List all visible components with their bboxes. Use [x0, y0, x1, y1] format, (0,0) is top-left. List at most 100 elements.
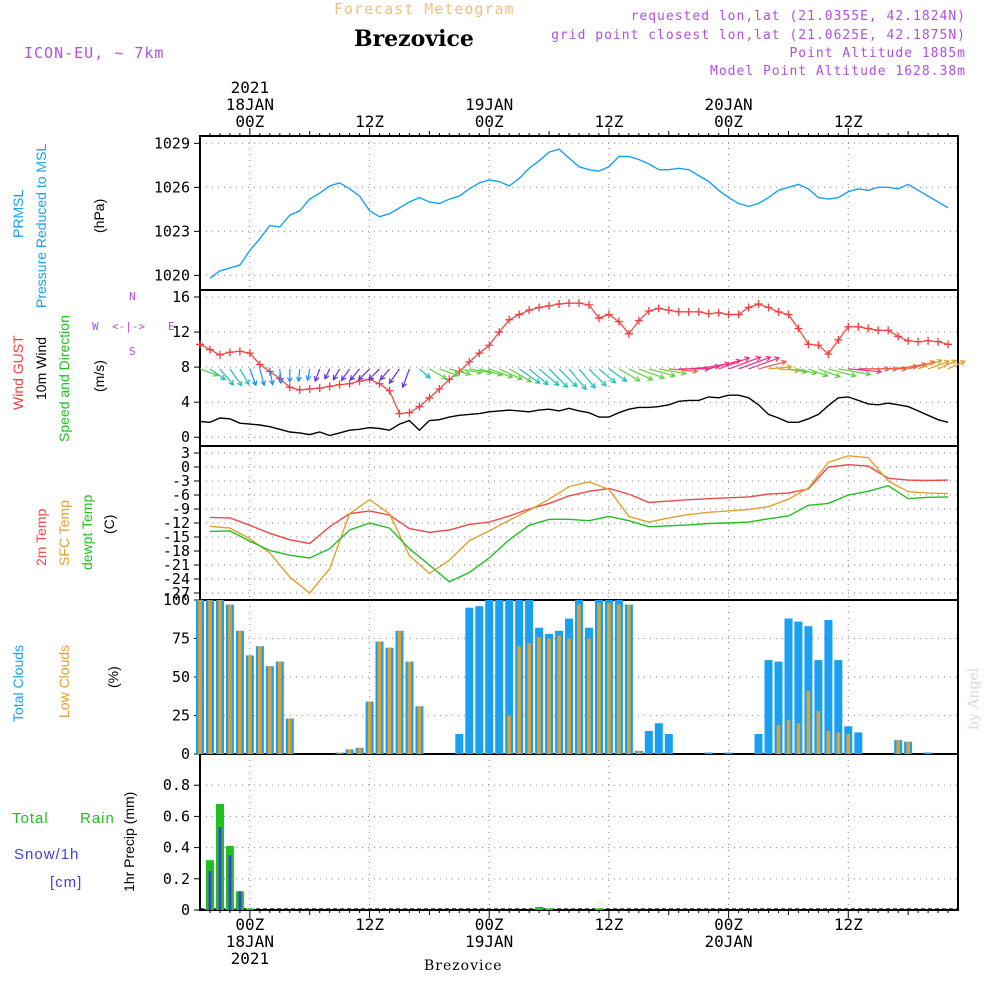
wind-arrow [598, 368, 617, 384]
y-tick-label: 0 [181, 901, 190, 919]
gust-marker [854, 322, 863, 331]
gust-marker [415, 402, 424, 411]
low-cloud-bar [577, 604, 581, 754]
gust-marker [924, 336, 933, 345]
gust-marker [405, 408, 414, 417]
wind-arrow [229, 368, 243, 387]
wind-arrow [488, 368, 514, 379]
total-cloud-bar [784, 618, 793, 754]
wind-arrow [558, 368, 578, 388]
gust-marker [475, 349, 484, 358]
time-label-top: 00Z [235, 112, 264, 131]
gust-marker [944, 340, 953, 349]
gust-marker [445, 375, 454, 384]
low-cloud-bar [836, 732, 841, 754]
y-tick-label: -18 [163, 542, 190, 560]
low-cloud-bar [278, 661, 282, 754]
y-tick-label: 0 [181, 458, 190, 476]
gust-marker [734, 310, 743, 319]
snow-bar [208, 871, 212, 910]
low-cloud-bar [258, 646, 262, 754]
low-cloud-bar [587, 638, 591, 754]
total-cloud-bar [475, 606, 484, 754]
dewpt-line [209, 484, 949, 583]
wind-arrow [588, 368, 607, 387]
total-cloud-bar [664, 734, 673, 754]
compass-n: N [129, 290, 136, 303]
gust-marker [874, 326, 883, 335]
gust-marker [245, 349, 254, 358]
total-cloud-bar [774, 661, 783, 754]
wind-arrow [758, 359, 788, 370]
gust-marker [644, 307, 653, 316]
low-cloud-bar [786, 720, 791, 754]
low-cloud-bar [627, 604, 631, 754]
snow-bar [228, 855, 232, 910]
gust-marker [515, 310, 524, 319]
gust-marker [724, 310, 733, 319]
gust-marker [525, 306, 534, 315]
time-label-top: 12Z [355, 112, 384, 131]
total-cloud-bar [465, 607, 474, 754]
y-tick-label: 0.4 [163, 839, 190, 857]
total-cloud-bar [485, 600, 494, 754]
y-tick-label: 1026 [154, 178, 190, 196]
time-label-top: 2021 [231, 78, 270, 97]
y-tick-label: 0.2 [163, 870, 190, 888]
gust-marker [694, 307, 703, 316]
gust-marker [395, 409, 404, 418]
low-cloud-bar [796, 723, 801, 754]
time-label-top: 20JAN [705, 95, 753, 114]
y-tick-label: 100 [163, 591, 190, 609]
wind-arrow [528, 368, 549, 386]
wind-arrow [209, 368, 227, 381]
y-tick-label: 3 [181, 444, 190, 462]
compass-arrows: <-|-> [112, 320, 146, 333]
wind-arrow [708, 358, 742, 370]
total-cloud-bar [814, 660, 823, 754]
gust-marker [614, 317, 623, 326]
time-label-bottom: 00Z [475, 915, 504, 934]
temp2m-line [209, 463, 949, 545]
wind-arrow [648, 368, 677, 378]
sfc-temp-line [209, 455, 949, 594]
forecast-title: Forecast Meteogram [334, 0, 515, 18]
gust-marker [575, 299, 583, 308]
total-cloud-bar [505, 600, 514, 754]
wind-arrow [838, 368, 872, 377]
gust-marker [435, 385, 444, 394]
gust-marker [305, 385, 314, 394]
time-label-bottom: 12Z [355, 915, 384, 934]
total-cloud-bar [724, 752, 733, 754]
low-cloud-bar [906, 741, 910, 754]
panel-frame [199, 135, 959, 291]
wind-arrow [349, 368, 361, 381]
snow-unit: [cm] [50, 874, 83, 891]
gust-marker [684, 307, 693, 316]
y-tick-label: 4 [181, 393, 190, 411]
y-tick-label: 0 [181, 745, 190, 763]
low-cloud-bar [547, 638, 551, 754]
wind-arrow [518, 368, 541, 384]
wind-arrow [239, 368, 250, 386]
wind-arrow [305, 368, 312, 382]
y-tick-label: 8 [181, 358, 190, 376]
gust-marker [704, 309, 713, 318]
low-cloud-bar [268, 666, 272, 754]
gust-marker [335, 380, 344, 389]
wind-arrow [917, 359, 943, 370]
wind-arrow [219, 368, 235, 386]
time-label-bottom: 12Z [594, 915, 623, 934]
gust-marker [205, 345, 214, 354]
wind-arrow [449, 368, 472, 377]
time-label-top: 19JAN [465, 95, 513, 114]
y-tick-label: -21 [163, 556, 190, 574]
gust-marker [255, 360, 264, 369]
wind-arrow [947, 360, 966, 370]
total-cloud-bar [495, 600, 504, 754]
wind-arrow [937, 359, 958, 370]
y-tick-label: 25 [172, 707, 190, 725]
low-cloud-bar [517, 646, 521, 754]
low-cloud-bar [846, 734, 850, 754]
wind-arrow [808, 368, 829, 378]
